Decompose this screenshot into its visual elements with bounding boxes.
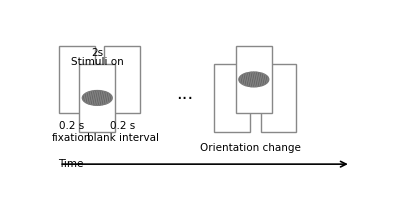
Text: Time: Time: [58, 159, 83, 169]
Text: 2s: 2s: [91, 48, 103, 58]
Circle shape: [239, 72, 269, 87]
Bar: [80, 64, 115, 132]
Bar: [261, 64, 296, 132]
Text: ...: ...: [176, 85, 194, 103]
Bar: [59, 46, 95, 113]
Text: 0.2 s
blank interval: 0.2 s blank interval: [87, 121, 159, 143]
Text: 0.2 s
fixation: 0.2 s fixation: [52, 121, 91, 143]
Circle shape: [82, 90, 112, 105]
Bar: [214, 64, 250, 132]
Text: Orientation change: Orientation change: [200, 143, 300, 153]
Bar: [104, 46, 140, 113]
Bar: [236, 46, 272, 113]
Text: Stimuli on: Stimuli on: [71, 57, 124, 67]
